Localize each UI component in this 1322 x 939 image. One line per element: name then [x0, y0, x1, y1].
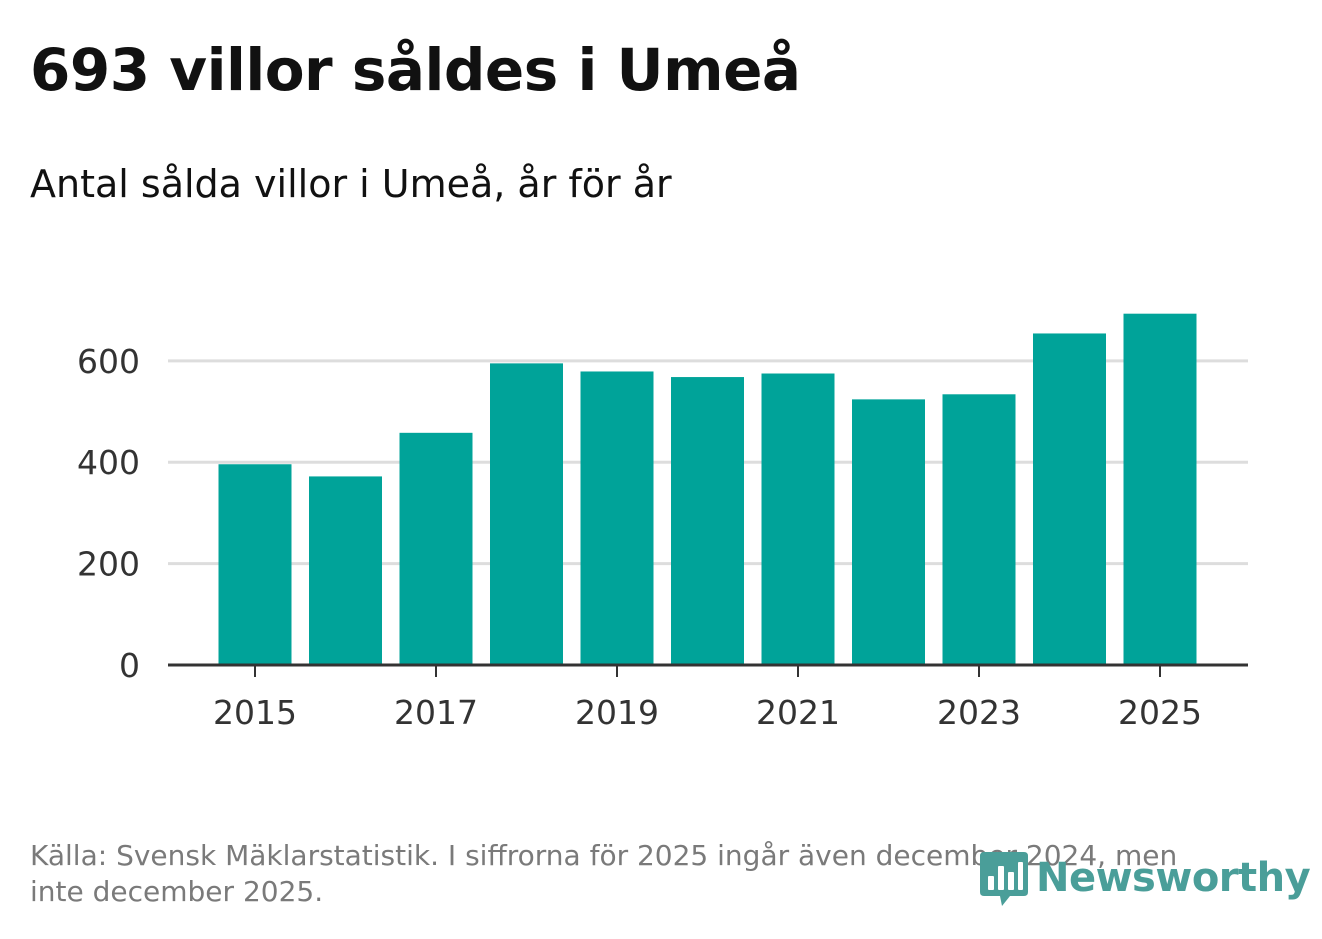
- x-tick-label-2025: 2025: [1118, 693, 1202, 732]
- bar-chart-icon: [980, 852, 1028, 906]
- bar-2022: [852, 399, 925, 665]
- y-tick-label-200: 200: [77, 545, 140, 584]
- bar-2019: [580, 371, 654, 665]
- y-tick-label-0: 0: [119, 646, 140, 685]
- axes: 0 200 400 600 2015 2017 2019 2021 2023 2025: [77, 342, 1248, 732]
- y-tick-label-600: 600: [77, 342, 140, 381]
- x-tick-label-2021: 2021: [756, 693, 840, 732]
- bar-2024: [1033, 333, 1106, 665]
- bar-2023: [942, 394, 1016, 665]
- bar-2017: [399, 432, 473, 665]
- y-tick-label-400: 400: [77, 443, 140, 482]
- chart-title: 693 villor såldes i Umeå: [30, 36, 801, 104]
- chart-subtitle: Antal sålda villor i Umeå, år för år: [30, 162, 672, 206]
- x-tick-label-2015: 2015: [213, 693, 297, 732]
- bar-2020: [671, 377, 744, 665]
- bars: [218, 313, 1197, 665]
- newsworthy-logo: Newsworthy: [978, 846, 1311, 910]
- x-tick-label-2017: 2017: [394, 693, 478, 732]
- bar-chart: 0 200 400 600 2015 2017 2019 2021 2023 2025: [77, 313, 1248, 732]
- brand-name: Newsworthy: [1036, 855, 1311, 901]
- bar-2016: [309, 476, 382, 665]
- bar-2015: [218, 464, 292, 665]
- x-tick-label-2019: 2019: [575, 693, 659, 732]
- x-tick-label-2023: 2023: [937, 693, 1021, 732]
- bar-2021: [761, 373, 835, 665]
- bar-2025: [1123, 313, 1197, 665]
- bar-2018: [490, 363, 563, 665]
